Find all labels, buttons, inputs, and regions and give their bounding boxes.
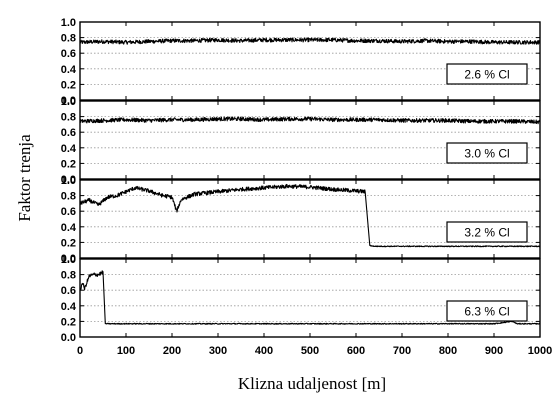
series-line xyxy=(79,116,541,125)
x-axis-label: Klizna udaljenost [m] xyxy=(238,374,386,393)
y-tick-label: 1.0 xyxy=(61,17,76,29)
panel-frame xyxy=(79,100,541,180)
y-tick-label: 0.6 xyxy=(61,206,76,218)
legend-label: 3.2 % Cl xyxy=(464,226,509,240)
y-tick-label: 0.4 xyxy=(61,143,77,155)
y-tick-label: 0.8 xyxy=(61,112,76,124)
x-tick-label: 100 xyxy=(117,345,135,357)
x-tick-label: 0 xyxy=(77,345,83,357)
x-tick-label: 1000 xyxy=(528,345,552,357)
y-tick-label: 0.8 xyxy=(61,191,76,203)
y-tick-label: 0.0 xyxy=(61,253,76,265)
y-tick-label: 1.0 xyxy=(61,175,76,187)
x-tick-labels: 0 100 200 300 400 500 600 700 800 900 1000 xyxy=(77,345,552,357)
y-tick-label: 0.2 xyxy=(61,237,76,249)
panel-4: 6.3 % Cl xyxy=(79,258,541,338)
panel-frame xyxy=(79,21,541,101)
y-tick-label: 0.8 xyxy=(61,33,76,45)
x-tick-label: 700 xyxy=(393,345,411,357)
y-tick-label: 0.4 xyxy=(61,64,77,76)
panel-2: 3.0 % Cl xyxy=(79,100,541,180)
series-line xyxy=(79,270,541,325)
x-tick-label: 200 xyxy=(163,345,181,357)
series-line xyxy=(79,183,541,248)
y-tick-label: 0.2 xyxy=(61,316,76,328)
chart-panels: 2.6 % Cl 3.0 % Cl 3.2 % Cl 6.3 % Cl xyxy=(79,21,541,338)
y-tick-label: 0.6 xyxy=(61,285,76,297)
y-axis-label: Faktor trenja xyxy=(15,134,34,222)
legend-box xyxy=(446,300,528,322)
legend-box xyxy=(446,221,528,243)
y-tick-label: 1.0 xyxy=(61,96,76,108)
panel-1: 2.6 % Cl xyxy=(79,21,541,101)
x-tick-label: 900 xyxy=(485,345,503,357)
y-tick-label: 0.0 xyxy=(61,174,76,186)
legend-label: 6.3 % Cl xyxy=(464,305,509,319)
y-tick-label: 0.2 xyxy=(61,158,76,170)
legend-label: 3.0 % Cl xyxy=(464,147,509,161)
y-tick-label: 1.0 xyxy=(61,254,76,266)
legend-box xyxy=(446,63,528,85)
legend-box xyxy=(446,142,528,164)
x-tick-label: 600 xyxy=(347,345,365,357)
y-tick-label: 0.6 xyxy=(61,127,76,139)
x-tick-label: 400 xyxy=(255,345,273,357)
y-tick-label: 0.6 xyxy=(61,48,76,60)
y-tick-label: 0.0 xyxy=(61,332,76,344)
series-line xyxy=(79,37,541,45)
panel-3: 3.2 % Cl xyxy=(79,179,541,259)
y-tick-labels: 0.00.20.40.60.81.00.00.20.40.60.81.00.00… xyxy=(61,17,77,344)
y-tick-label: 0.4 xyxy=(61,222,77,234)
y-tick-label: 0.2 xyxy=(61,79,76,91)
x-tick-label: 300 xyxy=(209,345,227,357)
y-tick-label: 0.4 xyxy=(61,301,77,313)
y-tick-label: 0.8 xyxy=(61,270,76,282)
x-tick-label: 800 xyxy=(439,345,457,357)
x-tick-label: 500 xyxy=(301,345,319,357)
panel-frame xyxy=(79,258,541,338)
legend-label: 2.6 % Cl xyxy=(464,68,509,82)
y-tick-label: 0.0 xyxy=(61,95,76,107)
